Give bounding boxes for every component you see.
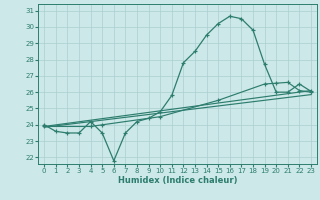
X-axis label: Humidex (Indice chaleur): Humidex (Indice chaleur) xyxy=(118,176,237,185)
